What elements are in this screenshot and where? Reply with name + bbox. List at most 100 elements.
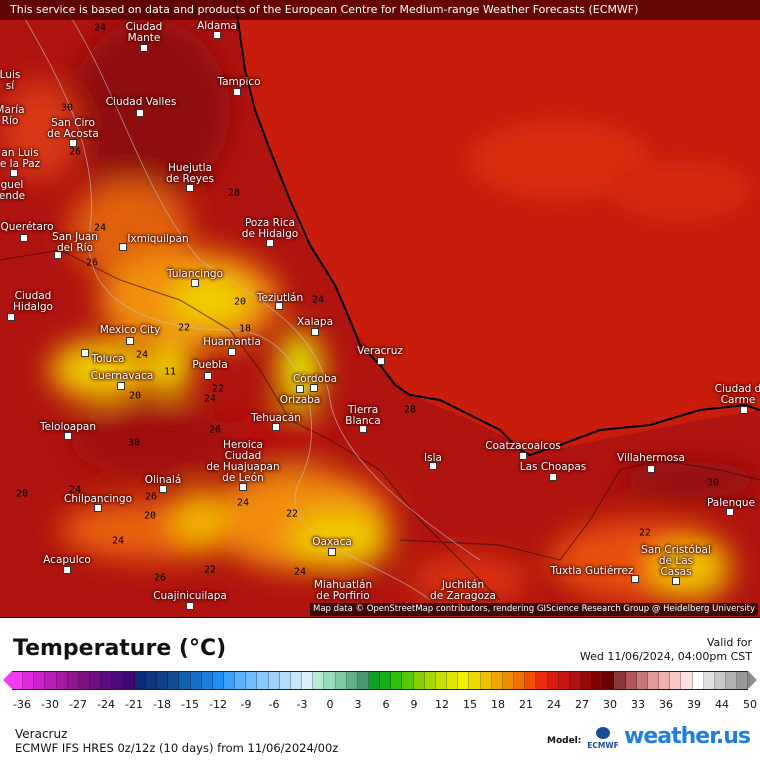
city-marker[interactable] bbox=[140, 44, 148, 52]
colorbar-tick-label: 24 bbox=[547, 698, 561, 711]
city-marker[interactable] bbox=[191, 279, 199, 287]
colorbar-max-arrow bbox=[748, 671, 757, 689]
city-marker[interactable] bbox=[328, 548, 336, 556]
isotherm-label: 28 bbox=[227, 187, 241, 199]
city-marker[interactable] bbox=[647, 465, 655, 473]
city-label: Cuajinicuilapa bbox=[153, 590, 227, 602]
city-marker[interactable] bbox=[186, 184, 194, 192]
city-label: Ciudad Mante bbox=[125, 21, 163, 44]
legend-title: Temperature (°C) bbox=[13, 636, 227, 661]
colorbar-swatch bbox=[313, 672, 325, 689]
city-label: Ciudad d Carme bbox=[714, 383, 760, 406]
ecmwf-logo[interactable]: ECMWF bbox=[583, 727, 623, 750]
colorbar-tick-label: 6 bbox=[382, 698, 390, 711]
city-marker[interactable] bbox=[159, 485, 167, 493]
city-marker[interactable] bbox=[63, 566, 71, 574]
city-marker[interactable] bbox=[119, 243, 127, 251]
isotherm bbox=[59, 0, 481, 561]
colorbar-swatch bbox=[592, 672, 604, 689]
city-label: Las Choapas bbox=[519, 461, 587, 473]
colorbar-min-arrow bbox=[3, 671, 12, 689]
city-label: San Cristóbal de Las Casas bbox=[641, 544, 711, 578]
colorbar-swatch bbox=[279, 672, 291, 689]
city-marker[interactable] bbox=[233, 88, 241, 96]
colorbar-swatch bbox=[525, 672, 537, 689]
city-marker[interactable] bbox=[64, 432, 72, 440]
colorbar-tick-label: 33 bbox=[631, 698, 645, 711]
city-marker[interactable] bbox=[204, 372, 212, 380]
colorbar-ticks: -36 -30 -27 -24 -21 -18 -15 -12 -9 -6 -3 0 3 6 9 12 15 18… bbox=[0, 698, 760, 712]
isotherm-label: 24 bbox=[293, 566, 307, 578]
city-marker[interactable] bbox=[117, 382, 125, 390]
city-marker[interactable] bbox=[310, 384, 318, 392]
isotherm-label: 22 bbox=[638, 527, 652, 539]
city-marker[interactable] bbox=[228, 348, 236, 356]
colorbar-swatch bbox=[569, 672, 581, 689]
city-marker[interactable] bbox=[296, 385, 304, 393]
city-marker[interactable] bbox=[126, 337, 134, 345]
isotherm-label: 20 bbox=[15, 488, 29, 500]
colorbar-swatch bbox=[145, 672, 158, 689]
colorbar-swatch bbox=[134, 672, 146, 689]
city-label: Chilpancingo bbox=[63, 493, 133, 505]
colorbar-swatch bbox=[692, 672, 704, 689]
city-label: Coatzacoalcos bbox=[485, 440, 561, 452]
colorbar-swatch bbox=[681, 672, 693, 689]
model-run-info: ECMWF IFS HRES 0z/12z (10 days) from 11/… bbox=[15, 741, 339, 755]
city-marker[interactable] bbox=[213, 31, 221, 39]
colorbar-swatch bbox=[469, 672, 481, 689]
city-label: guel ende bbox=[0, 179, 26, 202]
colorbar-swatch bbox=[614, 672, 626, 689]
city-marker[interactable] bbox=[272, 423, 280, 431]
city-label: an Luis e la Paz bbox=[0, 147, 41, 170]
weather-us-logo[interactable]: weather.us bbox=[624, 724, 751, 749]
city-marker[interactable] bbox=[726, 508, 734, 516]
city-marker[interactable] bbox=[519, 452, 527, 460]
city-marker[interactable] bbox=[631, 575, 639, 583]
colorbar-swatch bbox=[625, 672, 637, 689]
colorbar-swatch bbox=[670, 672, 682, 689]
isotherm-label: 11 bbox=[163, 366, 177, 378]
city-marker[interactable] bbox=[740, 406, 748, 414]
city-marker[interactable] bbox=[10, 169, 18, 177]
map-attribution[interactable]: Map data © OpenStreetMap contributors, r… bbox=[310, 603, 758, 616]
city-marker[interactable] bbox=[81, 349, 89, 357]
city-marker[interactable] bbox=[136, 109, 144, 117]
city-marker[interactable] bbox=[429, 462, 437, 470]
isotherm-label: 24 bbox=[93, 222, 107, 234]
city-label: Olinalá bbox=[144, 474, 182, 486]
city-marker[interactable] bbox=[7, 313, 15, 321]
colorbar-tick-label: 39 bbox=[687, 698, 701, 711]
colorbar-swatch bbox=[324, 672, 336, 689]
city-label: Oaxaca bbox=[312, 536, 352, 548]
isotherm-label: 20 bbox=[143, 510, 157, 522]
city-marker[interactable] bbox=[275, 302, 283, 310]
colorbar-swatch bbox=[369, 672, 381, 689]
city-marker[interactable] bbox=[377, 357, 385, 365]
colorbar-swatch bbox=[246, 672, 258, 689]
city-label: Mexico City bbox=[99, 324, 161, 336]
city-marker[interactable] bbox=[359, 425, 367, 433]
city-marker[interactable] bbox=[239, 483, 247, 491]
city-marker[interactable] bbox=[672, 577, 680, 585]
city-marker[interactable] bbox=[69, 139, 77, 147]
colorbar-tick-label: 36 bbox=[659, 698, 673, 711]
city-marker[interactable] bbox=[311, 328, 319, 336]
temperature-map[interactable]: Aldama Ciudad Mante Tampico Ciudad Valles Sa… bbox=[0, 0, 760, 618]
colorbar-swatch bbox=[547, 672, 559, 689]
city-label: Teziutlán bbox=[256, 292, 304, 304]
colorbar-tick-label: -3 bbox=[296, 698, 308, 711]
colorbar-swatch bbox=[168, 672, 180, 689]
ecmwf-notice-banner: This service is based on data and produc… bbox=[0, 0, 760, 20]
city-label: Puebla bbox=[192, 359, 228, 371]
city-marker[interactable] bbox=[20, 234, 28, 242]
city-label: Ixmiquilpan bbox=[127, 233, 189, 245]
city-marker[interactable] bbox=[54, 251, 62, 259]
city-marker[interactable] bbox=[266, 239, 274, 247]
colorbar-swatch bbox=[346, 672, 358, 689]
city-label: Palenque bbox=[706, 497, 756, 509]
city-marker[interactable] bbox=[186, 602, 194, 610]
city-marker[interactable] bbox=[549, 473, 557, 481]
city-marker[interactable] bbox=[94, 504, 102, 512]
city-label: Heroica Ciudad de Huajuapan de León bbox=[206, 439, 280, 484]
